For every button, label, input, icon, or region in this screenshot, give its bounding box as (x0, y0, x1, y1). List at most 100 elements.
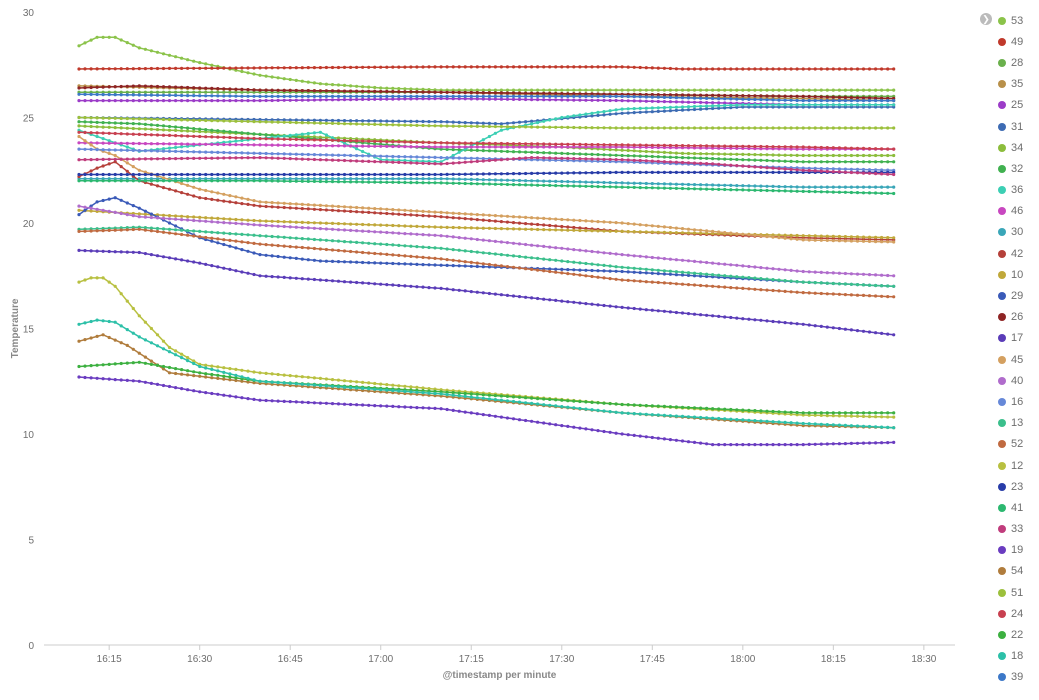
data-point[interactable] (349, 177, 353, 181)
data-point[interactable] (198, 187, 202, 191)
legend-item-17[interactable]: 17 (998, 328, 1023, 349)
data-point[interactable] (511, 91, 516, 95)
data-point[interactable] (499, 178, 503, 182)
data-point[interactable] (517, 254, 522, 259)
data-point[interactable] (228, 267, 232, 271)
data-point[interactable] (89, 172, 93, 177)
data-point[interactable] (644, 99, 648, 103)
data-point[interactable] (161, 147, 166, 151)
data-point[interactable] (451, 177, 455, 181)
data-point[interactable] (813, 95, 817, 99)
data-point[interactable] (493, 97, 497, 101)
data-point[interactable] (668, 109, 673, 113)
data-point[interactable] (155, 157, 160, 161)
data-point[interactable] (324, 89, 328, 93)
data-point[interactable] (457, 226, 461, 230)
data-point[interactable] (192, 156, 196, 160)
data-point[interactable] (457, 124, 461, 128)
data-point[interactable] (77, 130, 81, 134)
data-point[interactable] (101, 90, 105, 94)
data-point[interactable] (397, 119, 401, 123)
data-point[interactable] (180, 145, 184, 149)
data-point[interactable] (668, 155, 673, 159)
data-point[interactable] (542, 269, 546, 273)
data-point[interactable] (113, 121, 117, 125)
data-point[interactable] (131, 132, 135, 136)
data-point[interactable] (318, 82, 322, 86)
data-point[interactable] (596, 171, 600, 175)
data-point[interactable] (777, 185, 781, 189)
data-point[interactable] (258, 253, 262, 257)
data-point[interactable] (403, 254, 407, 258)
data-point[interactable] (505, 88, 510, 92)
data-point[interactable] (101, 141, 105, 145)
data-point[interactable] (294, 220, 298, 224)
data-point[interactable] (186, 150, 190, 154)
data-point[interactable] (524, 401, 528, 405)
data-point[interactable] (880, 96, 884, 100)
data-point[interactable] (517, 145, 522, 149)
data-point[interactable] (155, 344, 160, 348)
data-point[interactable] (481, 218, 485, 222)
data-point[interactable] (777, 94, 781, 98)
data-point[interactable] (560, 398, 564, 402)
data-point[interactable] (433, 124, 437, 128)
data-point[interactable] (324, 259, 328, 263)
data-point[interactable] (843, 423, 848, 427)
data-point[interactable] (711, 96, 715, 101)
data-point[interactable] (451, 225, 455, 230)
data-point[interactable] (650, 280, 654, 284)
data-point[interactable] (560, 271, 564, 275)
data-point[interactable] (451, 161, 455, 165)
data-point[interactable] (373, 282, 377, 286)
data-point[interactable] (306, 221, 310, 225)
data-point[interactable] (137, 46, 141, 50)
data-point[interactable] (837, 234, 842, 239)
data-point[interactable] (421, 65, 425, 69)
data-point[interactable] (433, 210, 437, 214)
data-point[interactable] (668, 151, 673, 155)
data-point[interactable] (638, 267, 642, 271)
data-point[interactable] (493, 122, 497, 126)
data-point[interactable] (548, 94, 552, 98)
data-point[interactable] (294, 382, 298, 386)
data-point[interactable] (880, 67, 884, 71)
data-point[interactable] (566, 152, 570, 156)
data-point[interactable] (499, 415, 503, 419)
data-point[interactable] (258, 223, 262, 227)
data-point[interactable] (656, 256, 660, 260)
data-point[interactable] (228, 378, 232, 382)
data-point[interactable] (246, 271, 250, 275)
data-point[interactable] (505, 293, 510, 297)
data-point[interactable] (789, 279, 793, 283)
data-point[interactable] (330, 94, 335, 98)
data-point[interactable] (807, 280, 811, 284)
data-point[interactable] (668, 231, 673, 235)
data-point[interactable] (192, 94, 196, 98)
data-point[interactable] (837, 414, 842, 418)
data-point[interactable] (367, 389, 371, 393)
data-point[interactable] (391, 172, 395, 177)
data-point[interactable] (741, 152, 745, 156)
data-point[interactable] (282, 399, 286, 403)
data-point[interactable] (155, 117, 160, 121)
data-point[interactable] (161, 383, 166, 388)
data-point[interactable] (324, 384, 328, 388)
data-point[interactable] (463, 97, 467, 101)
data-point[interactable] (711, 67, 715, 71)
data-point[interactable] (180, 228, 184, 232)
data-point[interactable] (825, 281, 829, 285)
data-point[interactable] (674, 282, 679, 286)
legend-item-13[interactable]: 13 (998, 413, 1023, 434)
data-point[interactable] (379, 97, 383, 101)
data-point[interactable] (439, 234, 443, 238)
data-point[interactable] (705, 260, 709, 265)
data-point[interactable] (530, 94, 534, 98)
data-point[interactable] (801, 291, 805, 295)
data-point[interactable] (336, 378, 341, 382)
data-point[interactable] (686, 187, 691, 191)
data-point[interactable] (741, 144, 745, 148)
data-point[interactable] (608, 185, 612, 189)
data-point[interactable] (403, 244, 407, 248)
data-point[interactable] (421, 145, 425, 149)
